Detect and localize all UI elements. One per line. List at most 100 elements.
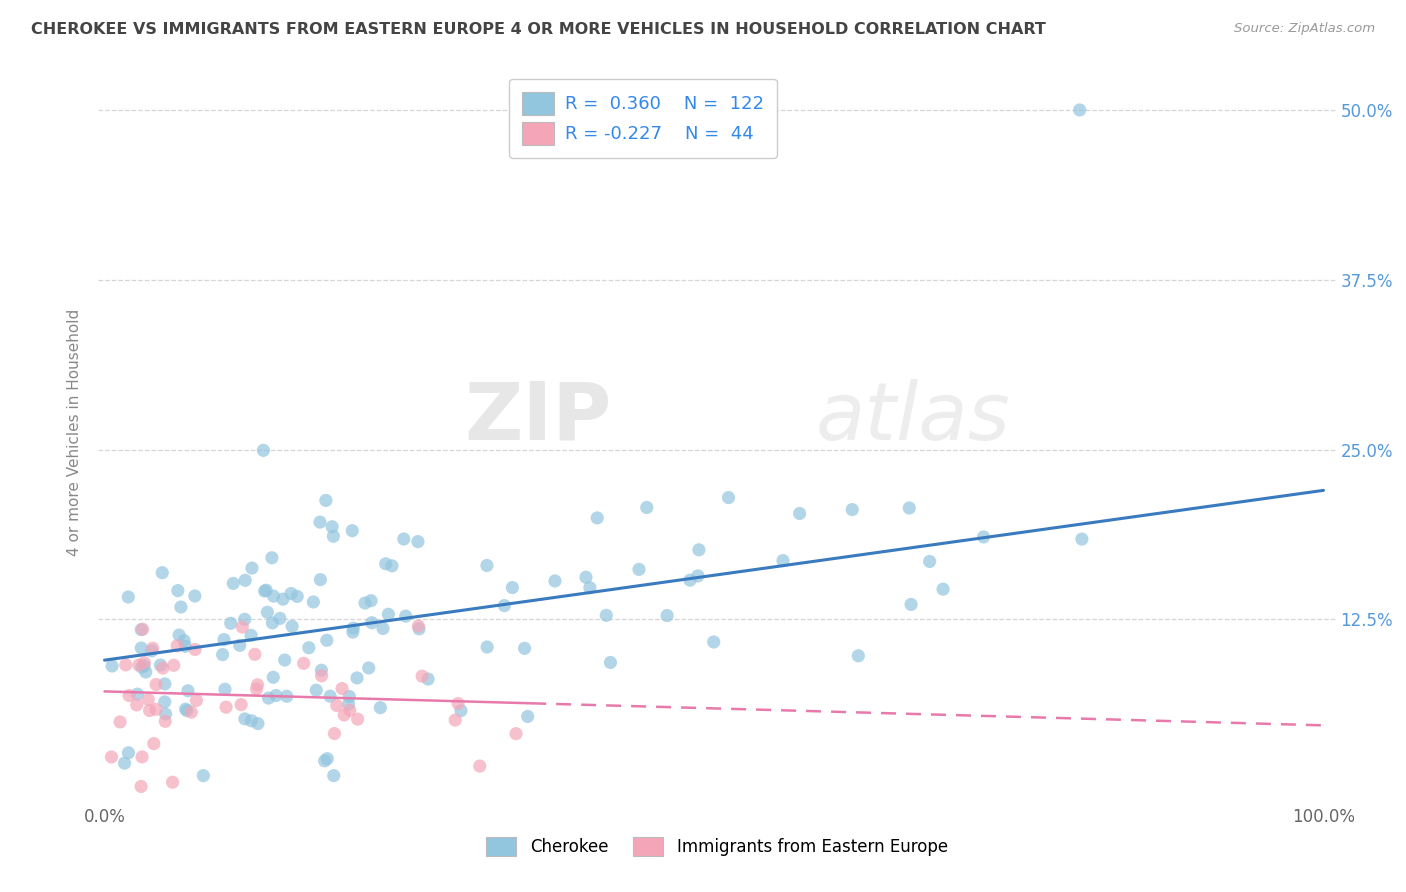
Point: [898, 500, 921, 515]
Point: [314, 754, 336, 768]
Point: [339, 703, 361, 717]
Point: [371, 622, 394, 636]
Point: [167, 628, 190, 642]
Point: [222, 576, 245, 591]
Point: [117, 746, 139, 760]
Point: [129, 780, 152, 794]
Point: [252, 443, 274, 458]
Point: [131, 622, 153, 636]
Point: [330, 681, 353, 696]
Point: [131, 750, 153, 764]
Point: [269, 611, 291, 625]
Point: [789, 507, 811, 521]
Point: [214, 682, 236, 697]
Point: [274, 653, 297, 667]
Point: [395, 609, 418, 624]
Point: [153, 677, 176, 691]
Point: [257, 691, 280, 706]
Point: [240, 561, 263, 575]
Point: [233, 574, 256, 588]
Point: [918, 554, 941, 568]
Point: [513, 641, 536, 656]
Point: [717, 491, 740, 505]
Point: [145, 677, 167, 691]
Point: [246, 716, 269, 731]
Point: [212, 632, 235, 647]
Text: CHEROKEE VS IMMIGRANTS FROM EASTERN EUROPE 4 OR MORE VEHICLES IN HOUSEHOLD CORRE: CHEROKEE VS IMMIGRANTS FROM EASTERN EURO…: [31, 22, 1046, 37]
Point: [162, 775, 184, 789]
Point: [599, 656, 621, 670]
Point: [129, 640, 152, 655]
Point: [516, 709, 538, 723]
Point: [575, 570, 598, 584]
Point: [494, 599, 516, 613]
Text: atlas: atlas: [815, 379, 1011, 457]
Point: [271, 592, 294, 607]
Point: [166, 639, 188, 653]
Point: [260, 550, 283, 565]
Point: [370, 700, 392, 714]
Point: [450, 704, 472, 718]
Point: [155, 706, 177, 721]
Point: [655, 608, 678, 623]
Point: [703, 635, 725, 649]
Point: [254, 583, 277, 598]
Point: [174, 640, 197, 654]
Point: [174, 702, 197, 716]
Point: [319, 689, 342, 703]
Point: [932, 582, 955, 597]
Point: [176, 704, 198, 718]
Point: [311, 663, 333, 677]
Point: [298, 640, 321, 655]
Point: [586, 511, 609, 525]
Point: [135, 665, 157, 679]
Point: [142, 641, 165, 656]
Point: [262, 615, 284, 630]
Point: [772, 554, 794, 568]
Point: [579, 581, 602, 595]
Point: [326, 698, 349, 713]
Point: [346, 671, 368, 685]
Point: [117, 590, 139, 604]
Point: [1069, 103, 1091, 117]
Point: [281, 619, 304, 633]
Point: [408, 622, 430, 636]
Point: [152, 661, 174, 675]
Point: [501, 581, 523, 595]
Point: [679, 573, 702, 587]
Point: [322, 769, 344, 783]
Point: [180, 705, 202, 719]
Point: [475, 558, 498, 573]
Point: [142, 737, 165, 751]
Point: [1070, 532, 1092, 546]
Text: Source: ZipAtlas.com: Source: ZipAtlas.com: [1234, 22, 1375, 36]
Point: [686, 569, 709, 583]
Point: [215, 700, 238, 714]
Point: [134, 656, 156, 670]
Point: [311, 669, 333, 683]
Point: [243, 648, 266, 662]
Point: [173, 633, 195, 648]
Point: [346, 712, 368, 726]
Point: [900, 598, 922, 612]
Point: [166, 583, 188, 598]
Point: [177, 683, 200, 698]
Point: [360, 593, 382, 607]
Point: [354, 596, 377, 610]
Point: [240, 628, 263, 642]
Point: [193, 769, 215, 783]
Point: [131, 660, 153, 674]
Point: [357, 661, 380, 675]
Point: [132, 658, 155, 673]
Point: [377, 607, 399, 622]
Point: [240, 714, 263, 728]
Point: [406, 534, 429, 549]
Point: [233, 612, 256, 626]
Point: [315, 633, 337, 648]
Point: [416, 672, 439, 686]
Point: [219, 616, 242, 631]
Point: [150, 566, 173, 580]
Point: [138, 704, 160, 718]
Point: [155, 714, 177, 729]
Point: [125, 698, 148, 712]
